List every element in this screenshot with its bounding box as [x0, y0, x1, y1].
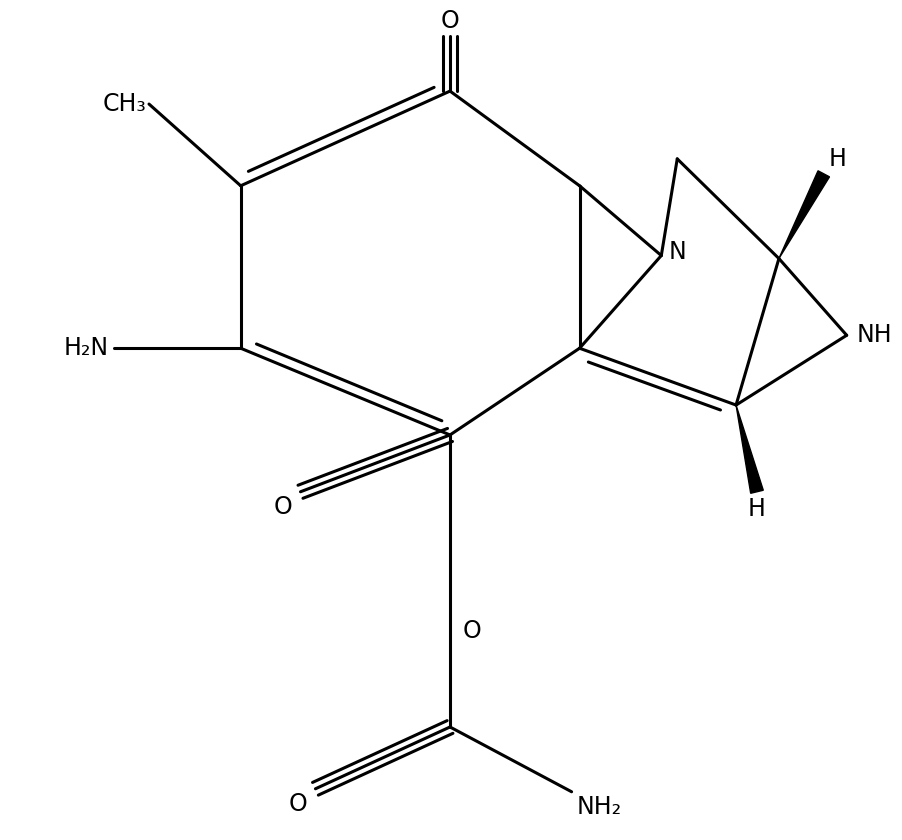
Polygon shape	[736, 405, 763, 493]
Text: N: N	[668, 239, 686, 264]
Text: NH₂: NH₂	[576, 795, 621, 819]
Text: H: H	[829, 147, 847, 171]
Polygon shape	[779, 171, 830, 259]
Text: O: O	[463, 619, 482, 643]
Text: O: O	[441, 9, 459, 34]
Text: H: H	[748, 496, 766, 521]
Text: O: O	[289, 792, 308, 816]
Text: CH₃: CH₃	[102, 92, 146, 116]
Text: H₂N: H₂N	[64, 336, 109, 360]
Text: NH: NH	[857, 323, 892, 347]
Text: O: O	[274, 495, 292, 519]
